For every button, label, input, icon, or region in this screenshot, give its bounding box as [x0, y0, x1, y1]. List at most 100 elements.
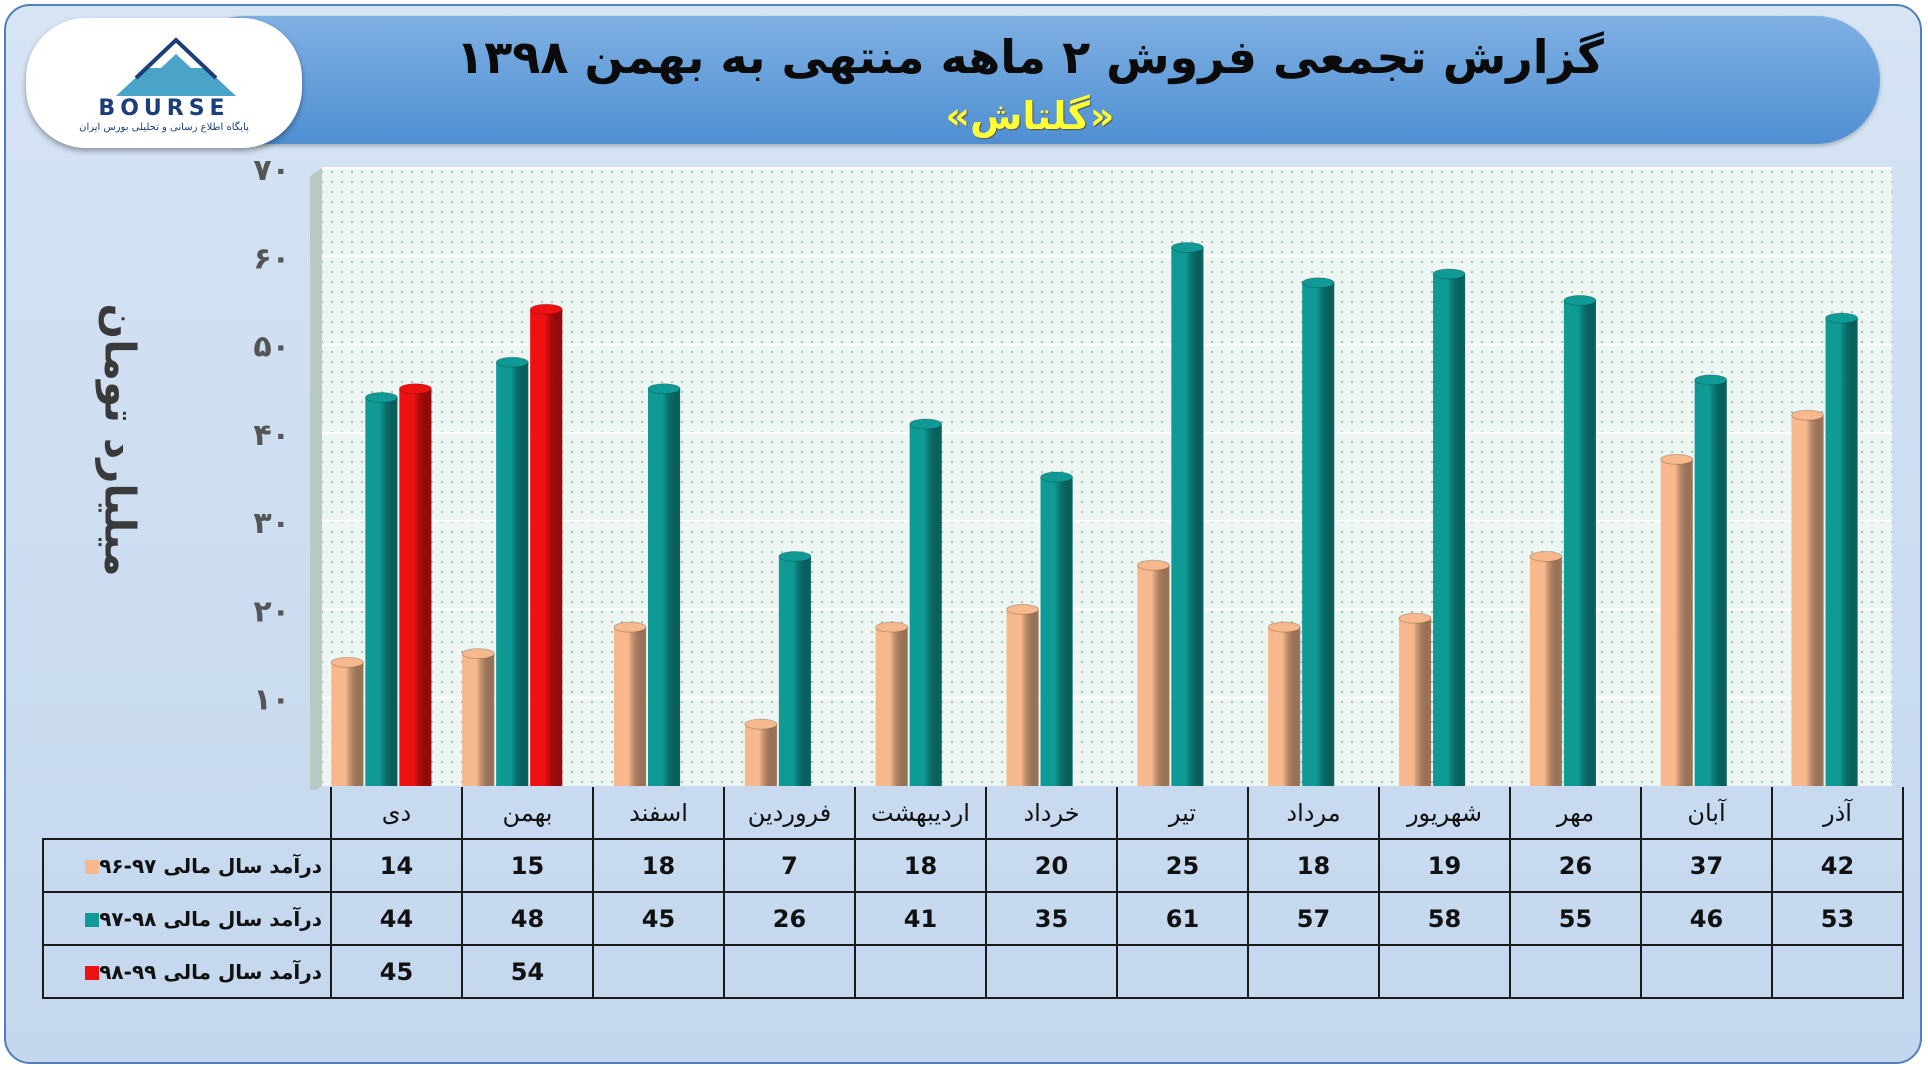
data-label: 54 — [461, 944, 594, 999]
data-label: 18 — [854, 838, 987, 893]
bar — [1006, 603, 1040, 786]
data-label — [1640, 944, 1773, 999]
data-label: 15 — [461, 838, 594, 893]
x-tick-label: فروردین — [723, 787, 856, 840]
bar — [1563, 294, 1597, 786]
bar — [398, 383, 432, 786]
bar — [1398, 612, 1432, 786]
data-label: 18 — [1247, 838, 1380, 893]
data-label — [1116, 944, 1249, 999]
y-tick-label: ۶۰ — [253, 241, 290, 276]
bar — [1170, 241, 1204, 786]
data-label: 18 — [592, 838, 725, 893]
bar — [1825, 312, 1859, 786]
x-tick-label: آذر — [1771, 787, 1904, 840]
data-label: 45 — [592, 891, 725, 946]
data-label — [723, 944, 856, 999]
bar — [778, 550, 812, 786]
data-label: 55 — [1509, 891, 1642, 946]
legend-label: درآمد سال مالی ۹۷-۹۶ — [99, 853, 322, 878]
data-label: 35 — [985, 891, 1118, 946]
x-tick-label: خرداد — [985, 787, 1118, 840]
data-label: 46 — [1640, 891, 1773, 946]
chart-subtitle: «گلتاش» — [945, 94, 1115, 138]
data-label: 53 — [1771, 891, 1904, 946]
data-label — [1771, 944, 1904, 999]
bar — [647, 383, 681, 786]
data-label: 48 — [461, 891, 594, 946]
x-tick-label: مهر — [1509, 787, 1642, 840]
x-tick-label: تیر — [1116, 787, 1249, 840]
data-label: 37 — [1640, 838, 1773, 893]
x-tick-label: دی — [330, 787, 463, 840]
bar — [1267, 621, 1301, 786]
bar — [1040, 471, 1074, 786]
bar — [1529, 550, 1563, 786]
x-tick-label: اسفند — [592, 787, 725, 840]
bar — [875, 621, 909, 786]
data-label: 61 — [1116, 891, 1249, 946]
legend-swatch — [85, 966, 100, 980]
y-tick-label: ۱۰ — [253, 683, 290, 718]
data-label — [854, 944, 987, 999]
data-label — [1378, 944, 1511, 999]
bar — [1694, 374, 1728, 786]
y-tick-label: ۵۰ — [253, 330, 290, 365]
plot-side-wall — [310, 168, 322, 790]
y-tick-label: ۴۰ — [253, 418, 290, 453]
bar — [1660, 453, 1694, 786]
data-label: 45 — [330, 944, 463, 999]
x-tick-label: آبان — [1640, 787, 1773, 840]
bar-chart: ۱۰ ۲۰ ۳۰ ۴۰ ۵۰ ۶۰ ۷۰ — [253, 153, 1892, 790]
x-tick-label: شهریور — [1378, 787, 1511, 840]
bar — [909, 418, 943, 786]
bar — [330, 656, 364, 786]
data-label — [1509, 944, 1642, 999]
bar — [744, 718, 778, 786]
data-label — [1247, 944, 1380, 999]
logo-text: BOURSE — [98, 96, 230, 121]
data-label: 57 — [1247, 891, 1380, 946]
bar — [1301, 277, 1335, 786]
legend-swatch — [85, 860, 100, 874]
data-label: 26 — [723, 891, 856, 946]
data-label: 42 — [1771, 838, 1904, 893]
legend-swatch — [85, 913, 100, 927]
bar — [1136, 559, 1170, 786]
data-label — [592, 944, 725, 999]
data-label: 20 — [985, 838, 1118, 893]
data-label — [985, 944, 1118, 999]
bar — [364, 392, 398, 786]
logo-tagline: پایگاه اطلاع رسانی و تحلیلی بورس ایران — [79, 122, 249, 133]
bar — [1432, 268, 1466, 786]
y-tick-label: ۲۰ — [253, 594, 290, 629]
logo-mountain-icon — [116, 37, 236, 96]
data-label: 44 — [330, 891, 463, 946]
title-banner: گزارش تجمعی فروش ۲ ماهه منتهی به بهمن ۱۳… — [180, 16, 1880, 144]
legend-label: درآمد سال مالی ۹۸-۹۷ — [99, 906, 322, 931]
plot-pattern — [322, 168, 1892, 786]
table-row: درآمد سال مالی ۹۷-۹۶ 14 15 18 7 18 20 25 18 19 26 3… — [42, 838, 1904, 893]
data-label: 19 — [1378, 838, 1511, 893]
y-tick-label: ۳۰ — [253, 506, 290, 541]
y-tick-label: ۷۰ — [253, 153, 290, 188]
data-label: 14 — [330, 838, 463, 893]
x-tick-label: بهمن — [461, 787, 594, 840]
table-row: درآمد سال مالی ۹۹-۹۸ 45 54 — [42, 944, 1904, 999]
legend-entry: درآمد سال مالی ۹۸-۹۷ — [42, 891, 332, 946]
data-label: 41 — [854, 891, 987, 946]
bourse-logo: BOURSE پایگاه اطلاع رسانی و تحلیلی بورس … — [26, 18, 302, 148]
legend-entry: درآمد سال مالی ۹۷-۹۶ — [42, 838, 332, 893]
bar — [1791, 409, 1825, 786]
bar — [529, 303, 563, 786]
legend-entry: درآمد سال مالی ۹۹-۹۸ — [42, 944, 332, 999]
bar — [613, 621, 647, 786]
data-label: 7 — [723, 838, 856, 893]
x-tick-label: مرداد — [1247, 787, 1380, 840]
bar — [461, 648, 495, 786]
bar — [495, 356, 529, 786]
data-label: 25 — [1116, 838, 1249, 893]
data-label: 58 — [1378, 891, 1511, 946]
data-label: 26 — [1509, 838, 1642, 893]
x-tick-label: اردیبهشت — [854, 787, 987, 840]
